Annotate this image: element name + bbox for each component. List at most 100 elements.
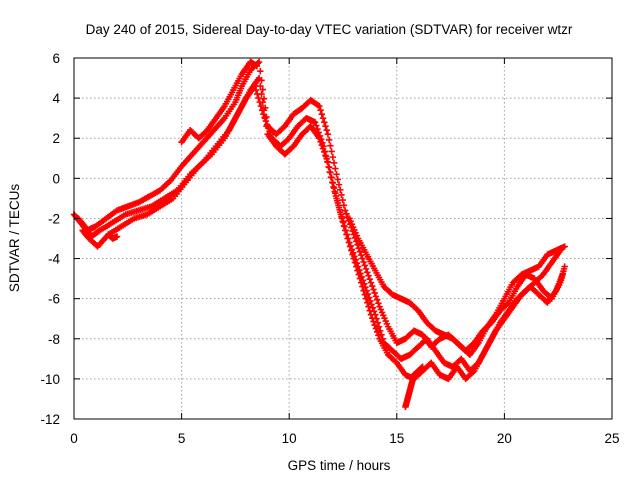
data-point	[356, 248, 364, 255]
y-tick-label: -2	[48, 211, 60, 226]
data-point	[263, 122, 270, 130]
data-point	[259, 98, 266, 106]
data-point	[367, 279, 375, 286]
data-point	[561, 243, 568, 250]
data-point	[343, 231, 350, 238]
data-point	[344, 235, 351, 242]
data-point	[323, 127, 330, 134]
data-point	[321, 148, 328, 156]
x-tick-label: 25	[604, 431, 619, 446]
data-point	[365, 303, 372, 310]
data-point	[333, 171, 340, 178]
data-point	[329, 153, 337, 161]
data-point	[362, 265, 370, 273]
data-point	[561, 263, 568, 270]
data-point	[376, 327, 384, 334]
data-point	[322, 122, 329, 130]
data-point	[337, 208, 344, 216]
data-point	[339, 196, 346, 204]
data-point	[334, 199, 341, 207]
data-point	[373, 328, 381, 336]
data-point	[333, 195, 340, 202]
data-point	[350, 255, 357, 262]
data-point	[316, 135, 323, 142]
data-series	[70, 58, 568, 411]
y-tick-label: 0	[52, 171, 60, 186]
data-point	[258, 90, 265, 98]
data-point	[321, 118, 328, 126]
data-point	[356, 275, 364, 282]
y-tick-label: 4	[52, 91, 60, 106]
data-point	[355, 271, 362, 278]
data-point	[337, 186, 344, 193]
y-tick-label: -12	[40, 412, 60, 427]
data-point	[348, 247, 355, 254]
data-point	[559, 271, 566, 278]
data-point	[328, 174, 335, 181]
y-tick-label: 2	[52, 131, 60, 146]
data-point	[330, 184, 338, 192]
x-axis-label: GPS time / hours	[288, 458, 391, 473]
data-point	[257, 82, 264, 90]
data-point	[370, 286, 377, 293]
x-tick-labels: 0 5 10 15 20 25	[70, 431, 619, 446]
data-point	[366, 275, 373, 283]
data-point	[332, 165, 339, 172]
data-point	[314, 102, 322, 109]
x-tick-label: 5	[178, 431, 186, 446]
x-tick-label: 0	[70, 431, 78, 446]
data-point	[364, 299, 371, 306]
data-point	[375, 300, 382, 307]
y-tick-label: 6	[52, 51, 60, 66]
data-point	[330, 159, 338, 167]
data-point	[343, 210, 350, 218]
data-point	[353, 263, 360, 270]
data-point	[329, 179, 337, 187]
data-point	[311, 118, 319, 126]
data-point	[360, 258, 367, 266]
y-tick-label: -8	[48, 332, 60, 347]
data-point	[354, 267, 361, 274]
data-point	[364, 269, 371, 276]
y-tick-label: -6	[48, 292, 60, 307]
data-point	[419, 363, 426, 371]
data-point	[324, 131, 332, 138]
data-point	[319, 145, 327, 152]
data-point	[339, 218, 346, 225]
data-point	[318, 110, 325, 118]
data-point	[359, 283, 366, 290]
data-point	[504, 300, 511, 308]
data-point	[365, 294, 373, 301]
data-point	[113, 233, 121, 240]
y-tick-labels: -12 -10 -8 -6 -4 -2 0 2 4 6	[40, 51, 60, 427]
data-point	[359, 255, 366, 262]
data-point	[260, 95, 268, 102]
data-point	[260, 106, 268, 114]
data-point	[319, 114, 327, 122]
axis-ticks	[73, 57, 613, 420]
series-track-5	[105, 231, 426, 411]
data-point	[361, 262, 369, 269]
y-tick-label: -10	[40, 372, 60, 387]
data-point	[327, 169, 334, 176]
data-point	[375, 332, 382, 339]
series-track-4	[178, 58, 568, 359]
data-point	[335, 204, 343, 211]
data-point	[360, 287, 367, 294]
data-point	[357, 251, 365, 259]
data-point	[255, 74, 263, 82]
data-point	[316, 102, 323, 110]
chart-title: Day 240 of 2015, Sidereal Day-to-day VTE…	[86, 22, 573, 37]
data-point	[340, 202, 348, 209]
data-point	[341, 207, 349, 214]
data-point	[325, 136, 333, 144]
data-point	[253, 62, 261, 70]
data-point	[262, 114, 269, 122]
data-point	[335, 181, 343, 188]
data-point	[338, 213, 345, 220]
data-point	[341, 227, 349, 234]
data-point	[328, 148, 335, 155]
x-tick-label: 15	[389, 431, 404, 446]
data-point	[370, 318, 377, 325]
